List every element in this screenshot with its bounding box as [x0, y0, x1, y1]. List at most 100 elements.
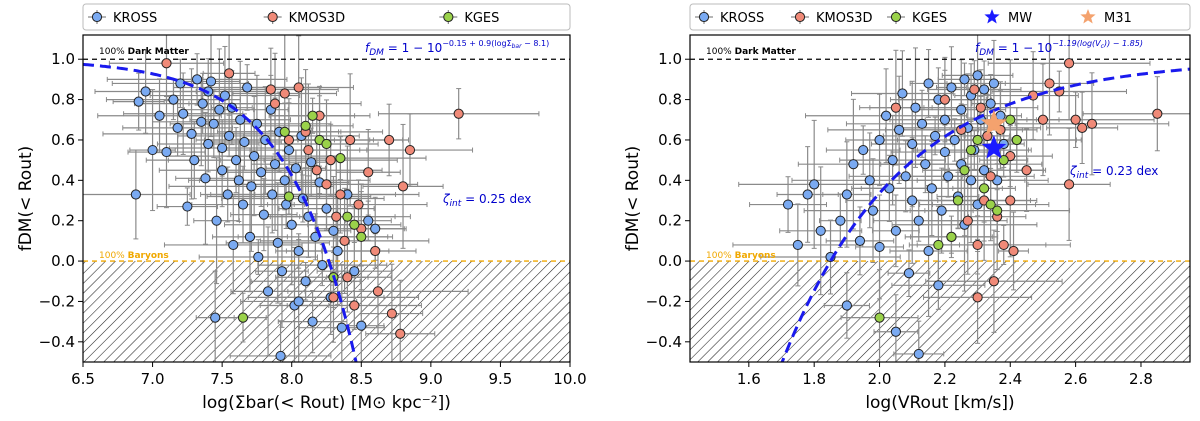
y-tick-label: −0.2 [646, 292, 682, 310]
data-point-kross [332, 245, 343, 257]
data-point-kges [874, 312, 885, 323]
data-point-kmos3d [939, 94, 951, 105]
data-point-kross [307, 316, 318, 327]
data-point-kges [283, 191, 295, 202]
data-point-kross [275, 350, 286, 362]
data-point-kross [910, 102, 921, 113]
y-axis-label: fDM(< Rout) [16, 146, 36, 252]
data-point-kges [237, 312, 249, 323]
data-point-kmos3d [386, 308, 397, 319]
data-point-kross [246, 181, 257, 192]
data-point-kges [349, 219, 360, 230]
data-point-kges [952, 195, 964, 206]
data-point-kross [191, 74, 203, 85]
data-point-kross [939, 146, 951, 158]
legend-marker-kmos3d [794, 11, 806, 23]
data-point-kmos3d [328, 292, 339, 303]
data-point-kross [239, 136, 250, 148]
legend-label-kges: KGES [464, 11, 499, 26]
data-point-kmos3d [998, 239, 1009, 251]
data-point-kross [147, 144, 158, 156]
data-point-kross [283, 144, 295, 156]
data-point-kross [133, 96, 144, 107]
data-point-kges [959, 165, 970, 176]
data-point-kross [854, 235, 866, 246]
data-point-kross [210, 312, 221, 323]
data-point-kross [923, 78, 934, 89]
y-tick-label: −0.4 [39, 333, 75, 351]
data-point-kmos3d [370, 245, 381, 257]
data-point-kmos3d [1063, 179, 1075, 190]
x-tick-label: 2.2 [933, 370, 957, 388]
panel-1: 100% Dark Matter 100% Baryons fDM = 1 − 10… [16, 3, 587, 413]
data-point-kmos3d [161, 58, 172, 69]
data-point-kross [867, 205, 879, 216]
y-tick-label: 0.4 [658, 171, 682, 189]
data-point-kross [858, 144, 869, 156]
data-point-kmos3d [293, 82, 304, 93]
data-point-kmos3d [303, 144, 314, 156]
x-tick-label: 2.0 [868, 370, 892, 388]
legend-label-kmos3d: KMOS3D [289, 11, 346, 26]
data-point-kross [356, 320, 367, 331]
legend-label-kmos3d: KMOS3D [816, 11, 873, 26]
data-point-kges [979, 183, 990, 194]
baryon-label: 100% Baryons [706, 251, 776, 261]
data-point-kross [203, 138, 214, 150]
data-point-kmos3d [1037, 114, 1049, 125]
data-point-kross [237, 199, 249, 210]
data-point-kmos3d [339, 235, 350, 246]
legend-mw-star-icon [984, 9, 1000, 24]
legend: KROSS KMOS3D KGES MW M31 [689, 3, 1191, 31]
legend-label-kges: KGES [912, 11, 947, 26]
data-point-kross [959, 74, 970, 85]
baryon-hatch-region [690, 261, 1190, 362]
data-point-kross [880, 110, 892, 121]
legend-item-mw: MW [984, 9, 1032, 26]
data-point-kges [300, 120, 311, 131]
legend-marker-kges [443, 11, 454, 23]
data-point-kross [965, 175, 977, 186]
data-point-kross [196, 116, 207, 127]
x-tick-label: 9.5 [488, 370, 512, 388]
data-point-kges [965, 144, 977, 156]
x-tick-label: 2.8 [1129, 370, 1153, 388]
x-tick-label: 10.0 [553, 370, 586, 388]
data-point-kross [178, 108, 189, 119]
data-point-kross [258, 209, 269, 220]
data-point-kross [219, 90, 231, 101]
data-point-kross [317, 260, 328, 271]
fit-curve [83, 62, 358, 362]
data-point-kmos3d [404, 144, 416, 156]
data-point-kges [279, 126, 290, 137]
y-tick-label: 0.4 [51, 171, 75, 189]
data-point-kross [205, 76, 217, 87]
data-point-kross [140, 86, 151, 97]
data-point-kges [335, 153, 346, 164]
fit-formula-label: fDM = 1 − 10−0.15 + 0.9(logΣbar − 8.1) [365, 39, 549, 58]
data-point-kross [328, 225, 339, 236]
data-point-kross [186, 128, 197, 140]
plot-area [83, 35, 570, 362]
y-tick-label: −0.4 [646, 333, 682, 351]
data-point-kross [321, 203, 332, 214]
data-point-kross [897, 88, 908, 99]
legend-marker-kross [698, 11, 710, 23]
legend-marker-kges [890, 11, 902, 23]
data-point-kross [936, 205, 947, 216]
data-point-kmos3d [988, 276, 1000, 287]
data-point-kross [262, 286, 274, 297]
y-tick-label: 0.0 [51, 252, 75, 270]
axes-frame [82, 34, 571, 363]
data-point-kross [214, 104, 225, 115]
data-point-kmos3d [349, 300, 360, 311]
intrinsic-scatter-label: ζint = 0.23 dex [1069, 164, 1158, 181]
legend-item-kross: KROSS [695, 10, 764, 26]
x-tick-label: 8.0 [280, 370, 304, 388]
data-point-kross [946, 82, 957, 93]
data-point-kross [988, 78, 1000, 89]
data-point-kross [802, 189, 813, 200]
y-tick-label: 0.2 [51, 212, 75, 230]
x-tick-label: 7.5 [210, 370, 234, 388]
x-tick-label: 9.0 [419, 370, 443, 388]
